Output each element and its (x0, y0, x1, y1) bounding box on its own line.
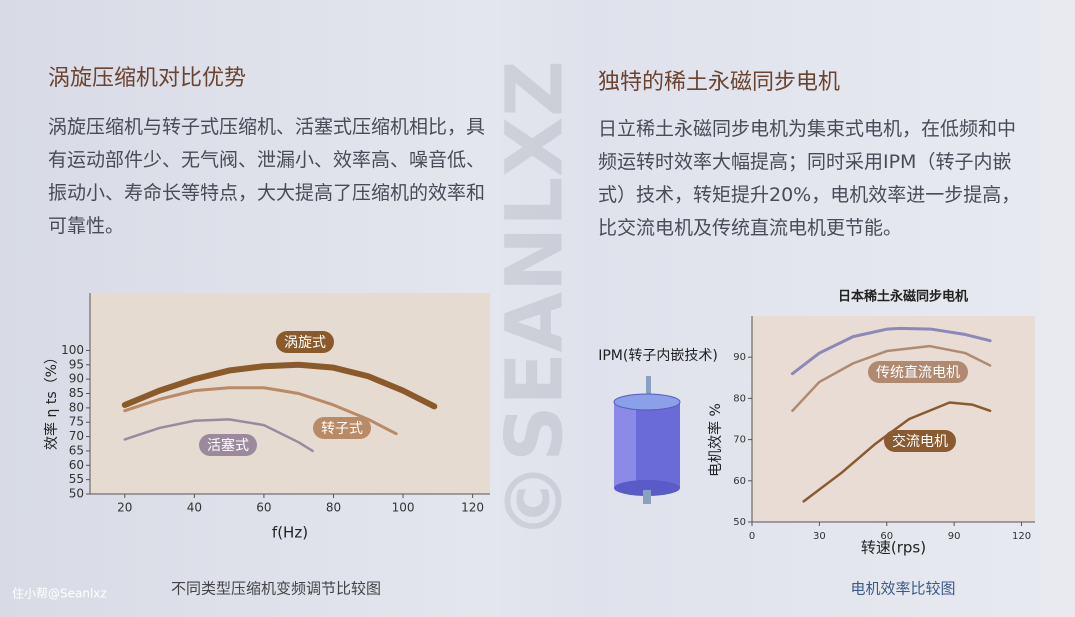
line-series (791, 344, 992, 413)
x-tick-label: 120 (1012, 531, 1031, 542)
series-label: 交流电机 (892, 433, 948, 450)
series-label: 转子式 (321, 421, 363, 437)
x-tick-label: 120 (461, 501, 484, 515)
heading: 独特的稀土永磁同步电机 (598, 70, 841, 95)
y-tick-label: 100 (61, 343, 84, 357)
y-tick-label: 60 (733, 476, 746, 487)
x-axis-label: 转速(rps) (861, 539, 926, 557)
y-tick-label: 50 (69, 487, 84, 501)
paragraph: 日立稀土永磁同步电机为集束式电机，在低频和中频运转时效率大幅提高；同时采用IPM… (598, 118, 1021, 239)
line-series (123, 386, 398, 436)
y-axis-label: 电机效率 % (707, 403, 724, 477)
x-tick-label: 30 (813, 531, 826, 542)
series-label-bg (313, 417, 371, 439)
series-label-bg (199, 434, 257, 456)
y-tick-label: 50 (733, 517, 746, 528)
annotation: IPM(转子内嵌技术) (598, 348, 718, 364)
series-label-bg (884, 430, 956, 452)
stamp: ©SEANLXZ (490, 60, 580, 540)
heading: 涡旋压缩机对比优势 (48, 66, 247, 91)
watermark: 住小帮@Seanlxz (12, 587, 107, 601)
y-tick-label: 70 (733, 435, 746, 446)
y-tick-label: 55 (69, 472, 84, 486)
x-tick-label: 60 (256, 501, 271, 515)
y-tick-label: 70 (69, 429, 84, 443)
line-series (121, 361, 438, 410)
y-tick-label: 80 (69, 400, 84, 414)
x-tick-label: 80 (326, 501, 341, 515)
series-label: 活塞式 (207, 437, 249, 454)
x-axis-label: f(Hz) (272, 524, 308, 542)
x-tick-label: 100 (392, 501, 415, 515)
y-tick-label: 85 (69, 386, 84, 400)
paragraph: 涡旋压缩机与转子式压缩机、活塞式压缩机相比，具有运动部件少、无气阀、泄漏小、效率… (48, 116, 486, 237)
series-label-bg (276, 331, 334, 353)
x-tick-label: 0 (749, 531, 755, 542)
y-tick-label: 60 (69, 458, 84, 472)
y-tick-label: 90 (733, 352, 746, 363)
series-label: 涡旋式 (284, 335, 326, 351)
y-tick-label: 95 (69, 357, 84, 371)
line-series (790, 326, 992, 376)
chart-title: 日本稀土永磁同步电机 (838, 289, 968, 305)
y-tick-label: 80 (733, 393, 746, 404)
y-tick-label: 75 (69, 415, 84, 429)
caption: 电机效率比较图 (850, 580, 955, 598)
x-tick-label: 90 (948, 531, 961, 542)
y-tick-label: 90 (69, 372, 84, 386)
series-label-bg (868, 361, 968, 383)
x-tick-label: 40 (187, 501, 202, 515)
x-tick-label: 20 (117, 501, 132, 515)
line-series (802, 401, 992, 503)
y-tick-label: 65 (69, 443, 84, 457)
line-series (123, 418, 314, 453)
plot-area (752, 316, 1035, 522)
series-label: 传统直流电机 (876, 364, 960, 381)
x-tick-label: 60 (880, 531, 893, 542)
caption: 不同类型压缩机变频调节比较图 (171, 580, 381, 598)
motor-icon (613, 376, 681, 504)
y-axis-label: 效率 η ts（%） (43, 350, 60, 450)
